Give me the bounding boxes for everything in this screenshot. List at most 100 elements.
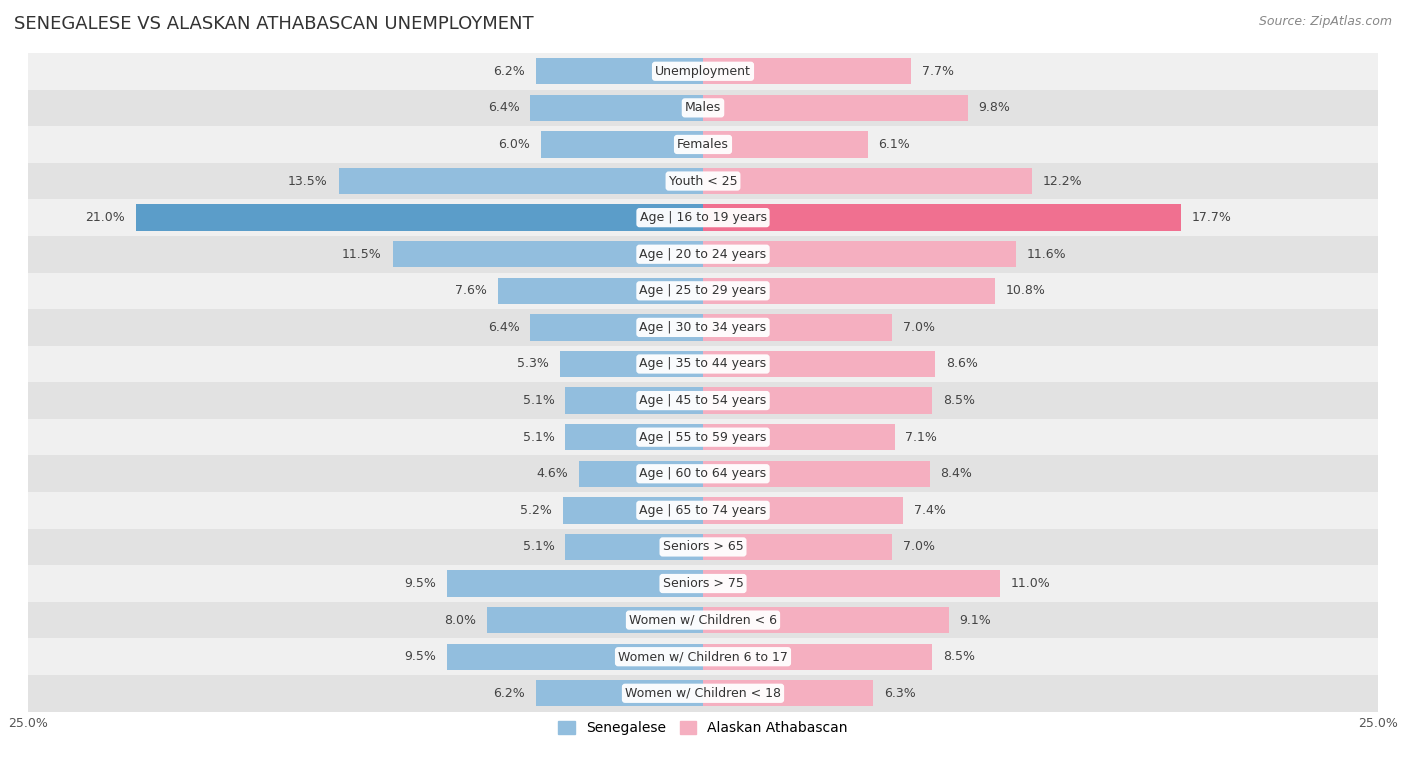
Bar xyxy=(136,204,703,231)
Bar xyxy=(28,53,1378,89)
Bar xyxy=(579,460,703,487)
Bar xyxy=(703,314,891,341)
Bar xyxy=(703,241,1017,267)
Text: Age | 60 to 64 years: Age | 60 to 64 years xyxy=(640,467,766,480)
Text: 17.7%: 17.7% xyxy=(1192,211,1232,224)
Text: Women w/ Children 6 to 17: Women w/ Children 6 to 17 xyxy=(619,650,787,663)
Text: 11.5%: 11.5% xyxy=(342,248,382,260)
Text: 4.6%: 4.6% xyxy=(536,467,568,480)
Text: Youth < 25: Youth < 25 xyxy=(669,175,737,188)
Bar xyxy=(703,607,949,634)
Text: Women w/ Children < 6: Women w/ Children < 6 xyxy=(628,614,778,627)
Text: 13.5%: 13.5% xyxy=(288,175,328,188)
Text: Age | 55 to 59 years: Age | 55 to 59 years xyxy=(640,431,766,444)
Bar xyxy=(703,424,894,450)
Bar xyxy=(447,570,703,597)
Bar xyxy=(28,89,1378,126)
Bar xyxy=(28,236,1378,273)
Bar xyxy=(28,126,1378,163)
Text: Females: Females xyxy=(678,138,728,151)
Text: Age | 65 to 74 years: Age | 65 to 74 years xyxy=(640,504,766,517)
Bar xyxy=(447,643,703,670)
Text: 5.1%: 5.1% xyxy=(523,431,554,444)
Bar xyxy=(28,565,1378,602)
Bar xyxy=(28,528,1378,565)
Text: 9.8%: 9.8% xyxy=(979,101,1011,114)
Text: 6.2%: 6.2% xyxy=(494,65,524,78)
Text: Age | 25 to 29 years: Age | 25 to 29 years xyxy=(640,285,766,298)
Bar xyxy=(28,309,1378,346)
Bar xyxy=(703,643,932,670)
Text: 5.2%: 5.2% xyxy=(520,504,551,517)
Text: 9.5%: 9.5% xyxy=(404,650,436,663)
Text: 11.0%: 11.0% xyxy=(1011,577,1050,590)
Bar xyxy=(28,163,1378,199)
Text: Women w/ Children < 18: Women w/ Children < 18 xyxy=(626,687,780,699)
Text: 10.8%: 10.8% xyxy=(1005,285,1045,298)
Text: 8.4%: 8.4% xyxy=(941,467,973,480)
Bar xyxy=(703,95,967,121)
Text: 5.3%: 5.3% xyxy=(517,357,550,370)
Bar xyxy=(28,382,1378,419)
Bar xyxy=(703,534,891,560)
Text: 9.1%: 9.1% xyxy=(959,614,991,627)
Text: 7.0%: 7.0% xyxy=(903,321,935,334)
Text: 7.0%: 7.0% xyxy=(903,540,935,553)
Text: 5.1%: 5.1% xyxy=(523,540,554,553)
Text: Seniors > 75: Seniors > 75 xyxy=(662,577,744,590)
Bar xyxy=(541,131,703,157)
Text: Age | 16 to 19 years: Age | 16 to 19 years xyxy=(640,211,766,224)
Text: 6.0%: 6.0% xyxy=(498,138,530,151)
Bar xyxy=(392,241,703,267)
Bar xyxy=(703,350,935,377)
Text: 7.7%: 7.7% xyxy=(922,65,953,78)
Text: 6.4%: 6.4% xyxy=(488,321,519,334)
Bar xyxy=(536,680,703,706)
Text: Unemployment: Unemployment xyxy=(655,65,751,78)
Bar xyxy=(703,680,873,706)
Text: Age | 30 to 34 years: Age | 30 to 34 years xyxy=(640,321,766,334)
Text: Source: ZipAtlas.com: Source: ZipAtlas.com xyxy=(1258,15,1392,28)
Bar xyxy=(560,350,703,377)
Bar xyxy=(562,497,703,524)
Bar xyxy=(28,346,1378,382)
Text: Age | 20 to 24 years: Age | 20 to 24 years xyxy=(640,248,766,260)
Text: 8.5%: 8.5% xyxy=(943,394,976,407)
Text: 5.1%: 5.1% xyxy=(523,394,554,407)
Text: Age | 35 to 44 years: Age | 35 to 44 years xyxy=(640,357,766,370)
Bar xyxy=(28,456,1378,492)
Text: 21.0%: 21.0% xyxy=(86,211,125,224)
Text: 6.1%: 6.1% xyxy=(879,138,910,151)
Text: 7.6%: 7.6% xyxy=(456,285,486,298)
Bar xyxy=(28,273,1378,309)
Bar xyxy=(565,424,703,450)
Bar xyxy=(530,314,703,341)
Bar xyxy=(530,95,703,121)
Bar xyxy=(28,602,1378,638)
Bar xyxy=(28,675,1378,712)
Bar xyxy=(703,204,1181,231)
Bar xyxy=(536,58,703,85)
Bar xyxy=(486,607,703,634)
Bar xyxy=(703,278,994,304)
Text: Seniors > 65: Seniors > 65 xyxy=(662,540,744,553)
Bar xyxy=(28,419,1378,456)
Bar xyxy=(28,492,1378,528)
Bar xyxy=(339,168,703,195)
Bar xyxy=(565,534,703,560)
Text: 6.2%: 6.2% xyxy=(494,687,524,699)
Text: 6.4%: 6.4% xyxy=(488,101,519,114)
Text: 8.0%: 8.0% xyxy=(444,614,477,627)
Bar xyxy=(498,278,703,304)
Bar xyxy=(703,460,929,487)
Bar xyxy=(703,168,1032,195)
Bar xyxy=(703,131,868,157)
Text: Males: Males xyxy=(685,101,721,114)
Legend: Senegalese, Alaskan Athabascan: Senegalese, Alaskan Athabascan xyxy=(553,716,853,741)
Text: 8.5%: 8.5% xyxy=(943,650,976,663)
Text: 9.5%: 9.5% xyxy=(404,577,436,590)
Bar xyxy=(28,638,1378,675)
Bar xyxy=(703,58,911,85)
Bar xyxy=(28,199,1378,236)
Bar xyxy=(703,388,932,414)
